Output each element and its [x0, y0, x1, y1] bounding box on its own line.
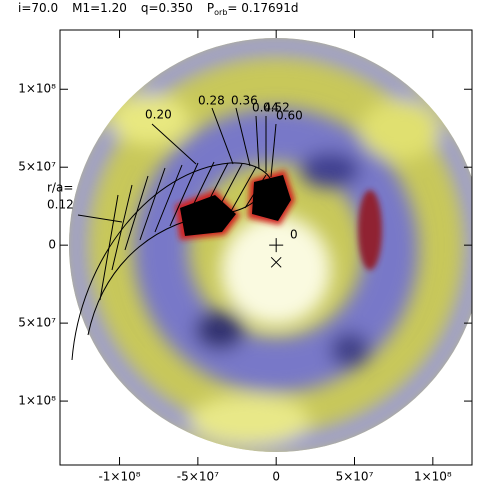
- title-part: q=0.350: [141, 1, 193, 15]
- stream-radius-label: 0.12: [47, 198, 74, 212]
- marker: [270, 256, 282, 268]
- stream-radius-label: 0.60: [276, 109, 303, 123]
- stream-radius-label: 0.44: [252, 101, 279, 115]
- stream-radius-label: 0.52: [263, 101, 290, 115]
- stream-radius-line: [235, 107, 251, 167]
- x-tick-label: 0: [272, 470, 280, 484]
- marker: [269, 238, 284, 253]
- stream-radius-line: [77, 214, 123, 223]
- title-part: P: [207, 1, 214, 15]
- stream-radius-label: 0.20: [145, 108, 172, 122]
- y-tick-label: 5×10⁷: [18, 316, 56, 330]
- stream-radius-line: [151, 123, 197, 165]
- center-label: 0: [290, 228, 298, 242]
- stream-radius-line: [270, 123, 277, 178]
- stream-label: r/a=: [47, 181, 73, 195]
- chart-title: i=70.0 M1=1.20 q=0.350 Porb= 0.17691d: [18, 1, 299, 17]
- y-tick-label: 0: [48, 238, 56, 252]
- y-tick-label: 1×10⁸: [18, 394, 56, 408]
- stream-radius-line: [211, 107, 234, 165]
- stream-radius-label: 0.36: [231, 94, 258, 108]
- title-part: orb: [214, 8, 227, 17]
- stream-radius-line: [255, 115, 260, 170]
- plot-frame: [59, 29, 473, 466]
- x-tick-label: 1×10⁸: [414, 470, 452, 484]
- x-tick-label: -5×10⁷: [177, 470, 219, 484]
- stream-radius-label: 0.28: [198, 94, 225, 108]
- x-tick-label: 5×10⁷: [336, 470, 374, 484]
- title-part: i=70.0: [18, 1, 58, 15]
- y-tick-label: 1×10⁸: [18, 82, 56, 96]
- x-tick-label: -1×10⁸: [98, 470, 140, 484]
- y-tick-label: 5×10⁷: [18, 160, 56, 174]
- title-part: = 0.17691d: [227, 1, 298, 15]
- title-part: M1=1.20: [72, 1, 127, 15]
